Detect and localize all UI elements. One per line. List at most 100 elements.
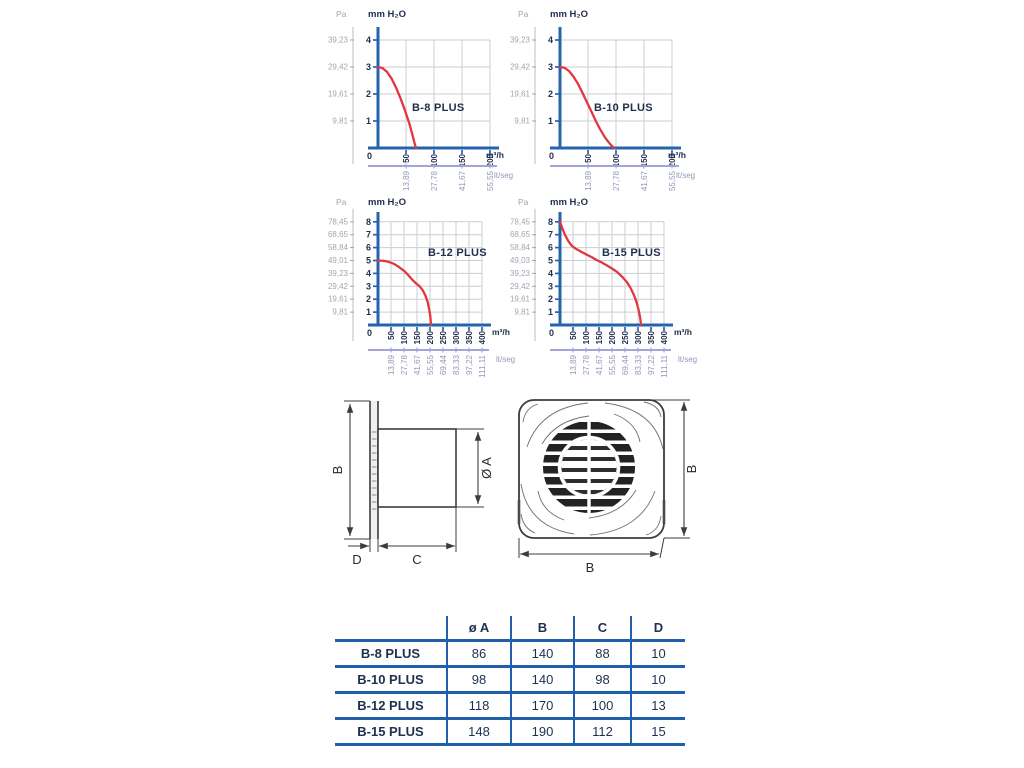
table-cell: 170	[512, 694, 575, 720]
secondary-x-tick-label: 97,22	[465, 354, 474, 375]
column-header-d: D	[632, 616, 685, 642]
y-tick-label: 3	[548, 281, 553, 291]
pa-tick-label: 9,81	[332, 117, 348, 126]
origin-label: 0	[367, 328, 372, 338]
secondary-x-tick-label: 83,33	[634, 354, 643, 375]
table-cell: 86	[448, 642, 512, 668]
x-tick-label: 300	[452, 330, 461, 344]
secondary-x-unit-label: lt/seg	[496, 355, 515, 364]
pa-tick-label: 19,61	[328, 295, 349, 304]
secondary-x-tick-label: 13,89	[569, 354, 578, 375]
front-view-drawing: B B	[517, 399, 699, 575]
pa-tick-label: 39,23	[510, 269, 531, 278]
table-cell: 98	[575, 668, 632, 694]
dim-label-width: B	[586, 560, 595, 575]
y-tick-label: 2	[366, 89, 371, 99]
secondary-x-tick-label: 111,11	[660, 354, 669, 377]
pa-tick-label: 68,65	[328, 230, 349, 239]
dim-label-diameter: Ø A	[479, 457, 494, 479]
y-unit-label: mm H₂O	[550, 197, 588, 208]
pa-tick-label: 49,01	[328, 256, 349, 265]
secondary-x-tick-label: 27,78	[582, 354, 591, 375]
secondary-x-tick-label: 83,33	[452, 354, 461, 375]
x-tick-label: 200	[668, 153, 677, 167]
x-tick-label: 400	[478, 330, 487, 344]
pa-tick-label: 19,61	[328, 90, 349, 99]
pa-unit-label: Pa	[518, 9, 529, 19]
table-row-name: B-12 PLUS	[335, 694, 448, 720]
x-tick-label: 250	[439, 330, 448, 344]
pa-unit-label: Pa	[336, 197, 347, 207]
pa-tick-label: 9,81	[514, 308, 530, 317]
plate-vent-hatches	[372, 431, 377, 510]
y-unit-label: mm H₂O	[368, 9, 406, 20]
y-tick-label: 6	[548, 243, 553, 253]
dimensions-table: ø A B C D B-8 PLUS 86 140 88 10 B-10 PLU…	[335, 616, 685, 746]
chart-title: B-12 PLUS	[428, 247, 487, 259]
x-unit-label: m³/h	[492, 327, 510, 337]
y-tick-label: 1	[366, 116, 371, 126]
swirl-blade-lines	[520, 401, 664, 536]
secondary-x-unit-label: lt/seg	[676, 171, 695, 180]
secondary-x-tick-label: 41,67	[413, 354, 422, 375]
y-tick-label: 1	[548, 307, 553, 317]
table-cell: 190	[512, 720, 575, 746]
pa-tick-label: 39,23	[328, 36, 349, 45]
pa-unit-label: Pa	[336, 9, 347, 19]
x-tick-label: 150	[595, 330, 604, 344]
column-header-c: C	[575, 616, 632, 642]
secondary-x-tick-label: 55,55	[608, 354, 617, 375]
fan-front-plate	[370, 401, 378, 539]
x-tick-label: 150	[413, 330, 422, 344]
pa-tick-label: 78,45	[510, 217, 531, 226]
pa-tick-label: 49,03	[510, 256, 531, 265]
dim-label-height: B	[684, 465, 699, 474]
table-row-name: B-8 PLUS	[335, 642, 448, 668]
side-view-drawing: B Ø A D C	[332, 400, 494, 567]
chart-title: B-15 PLUS	[602, 247, 661, 259]
y-tick-label: 4	[548, 268, 553, 278]
secondary-x-tick-label: 41,67	[595, 354, 604, 375]
secondary-x-tick-label: 27,78	[430, 170, 439, 191]
pa-tick-label: 39,23	[328, 269, 349, 278]
performance-chart-b12-plus: 9,81 19,61 29,42 39,23 49,01 58,84 68,65 78,45 1…	[328, 197, 515, 378]
x-tick-label: 350	[465, 330, 474, 344]
secondary-x-unit-label: lt/seg	[678, 355, 697, 364]
table-cell: 10	[632, 668, 685, 694]
y-tick-label: 5	[548, 256, 553, 266]
y-unit-label: mm H₂O	[550, 9, 588, 20]
table-cell: 118	[448, 694, 512, 720]
y-unit-label: mm H₂O	[368, 197, 406, 208]
pa-unit-label: Pa	[518, 197, 529, 207]
y-tick-label: 1	[548, 116, 553, 126]
x-tick-label: 200	[608, 330, 617, 344]
y-tick-label: 3	[366, 281, 371, 291]
secondary-x-tick-label: 41,67	[640, 170, 649, 191]
secondary-x-tick-label: 55,55	[668, 170, 677, 191]
secondary-x-unit-label: lt/seg	[494, 171, 513, 180]
pa-tick-label: 29,42	[510, 282, 531, 291]
table-cell: 10	[632, 642, 685, 668]
performance-curve	[376, 65, 418, 150]
secondary-x-tick-label: 27,78	[612, 170, 621, 191]
table-cell: 88	[575, 642, 632, 668]
x-tick-label: 50	[584, 153, 593, 162]
x-unit-label: m³/h	[674, 327, 692, 337]
dim-label-thickness: D	[352, 552, 361, 567]
y-tick-label: 5	[366, 256, 371, 266]
pa-tick-label: 68,65	[510, 230, 531, 239]
fan-grille	[543, 421, 635, 513]
x-tick-label: 100	[612, 153, 621, 167]
table-cell: 140	[512, 668, 575, 694]
fan-duct	[377, 428, 457, 508]
performance-curve	[558, 65, 616, 150]
table-cell: 100	[575, 694, 632, 720]
pa-tick-label: 78,45	[328, 217, 349, 226]
secondary-x-tick-label: 13,89	[387, 354, 396, 375]
y-tick-label: 2	[548, 294, 553, 304]
x-tick-label: 100	[400, 330, 409, 344]
x-tick-label: 200	[426, 330, 435, 344]
pa-tick-label: 29,42	[328, 63, 349, 72]
